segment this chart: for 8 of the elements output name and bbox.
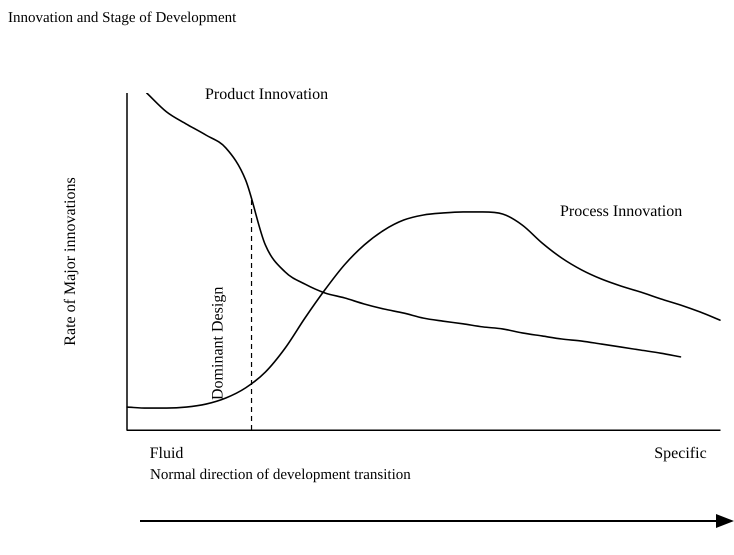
x-axis-title: Normal direction of development transition [150,466,412,483]
x-tick-label: Specific [654,444,707,462]
x-tick-label: Fluid [150,444,184,462]
annotation: Dominant Design [210,286,227,400]
series-label: Product Innovation [205,86,328,104]
chart-title: Innovation and Stage of Development [8,10,238,26]
series-label: Process Innovation [560,203,682,220]
y-axis-title: Rate of Major innovations [62,177,80,346]
